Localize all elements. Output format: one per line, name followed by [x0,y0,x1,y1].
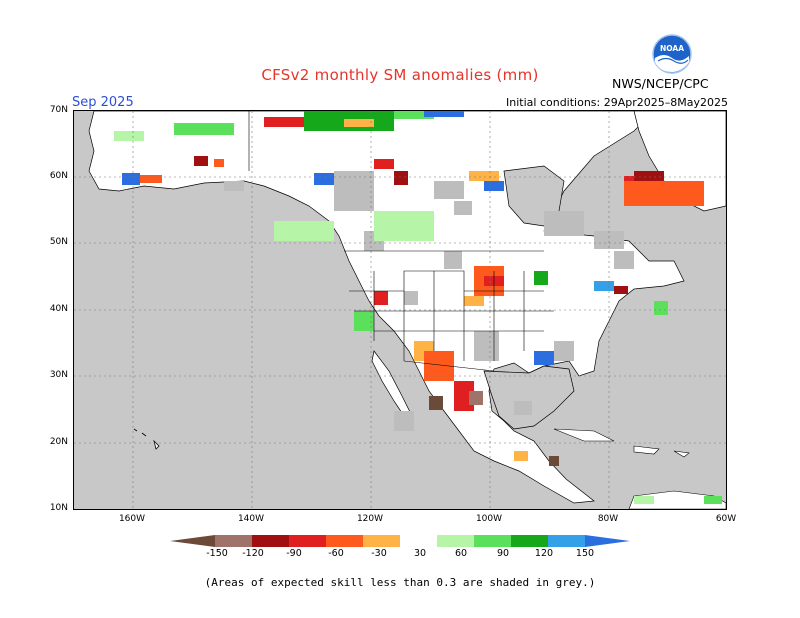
lon-label-160w: 160W [118,514,146,524]
logo-text: NOAA [660,44,684,53]
lat-label-10n: 10N [49,503,68,513]
lon-label-60w: 60W [715,514,737,524]
colorbar-cell [548,535,585,547]
cb-label-m150: -150 [206,548,228,559]
colorbar-cell [326,535,363,547]
anomaly-map [73,110,727,510]
agency-label: NWS/NCEP/CPC [612,76,709,91]
cb-label-90: 90 [496,548,510,559]
cb-label-120: 120 [534,548,554,559]
cb-label-30: 30 [413,548,427,559]
gulf-of-mexico [483,365,575,430]
colorbar-cell [511,535,548,547]
lon-label-80w: 80W [597,514,619,524]
lon-label-120w: 120W [356,514,384,524]
map-title: CFSv2 monthly SM anomalies (mm) [261,66,539,84]
political-boundaries [248,111,554,372]
colorbar [170,533,630,563]
hawaii-islands [133,428,160,450]
low-skill-shading [224,171,634,431]
lat-label-20n: 20N [49,437,68,447]
colorbar-cell [252,535,289,547]
initial-conditions: Initial conditions: 29Apr2025–8May2025 [506,96,728,109]
colorbar-cell [363,535,400,547]
graticule [74,111,726,509]
lon-label-140w: 140W [237,514,265,524]
colorbar-cell [437,535,474,547]
lat-label-70n: 70N [49,105,68,115]
colorbar-cell [474,535,511,547]
colorbar-cell [289,535,326,547]
cb-label-m30: -30 [371,548,387,559]
cb-label-150: 150 [575,548,595,559]
colorbar-cell [400,535,437,547]
noaa-logo: NOAA [652,34,692,74]
lat-label-30n: 30N [49,370,68,380]
lat-label-60n: 60N [49,171,68,181]
lat-label-40n: 40N [49,304,68,314]
cb-label-m120: -120 [242,548,264,559]
cb-label-m90: -90 [286,548,302,559]
skill-footnote: (Areas of expected skill less than 0.3 a… [204,576,596,589]
colorbar-cell [215,535,252,547]
lat-label-50n: 50N [49,237,68,247]
cb-label-m60: -60 [328,548,344,559]
cb-label-60: 60 [454,548,468,559]
caribbean-islands [553,428,690,458]
lon-label-100w: 100W [475,514,503,524]
forecast-month: Sep 2025 [72,95,134,110]
